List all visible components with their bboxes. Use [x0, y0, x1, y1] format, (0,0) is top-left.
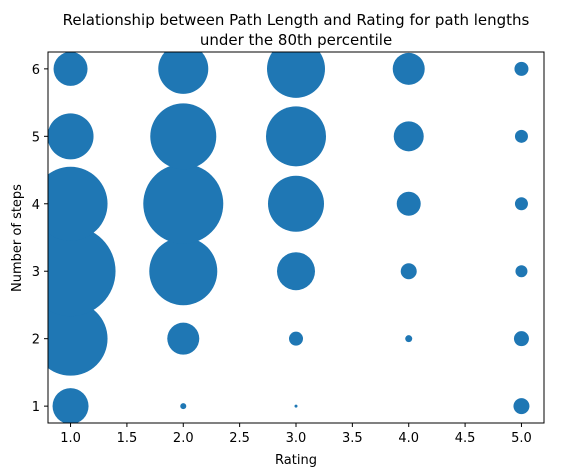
bubble-point	[149, 237, 218, 306]
bubble-point	[400, 263, 417, 280]
x-tick-label: 3.0	[286, 431, 307, 446]
bubble-point	[180, 403, 187, 410]
bubble-point	[513, 331, 529, 347]
bubble-point	[514, 61, 529, 76]
x-tick-label: 2.5	[229, 431, 250, 446]
bubble-point	[268, 175, 324, 232]
bubble-point	[513, 398, 530, 415]
plot-frame	[47, 51, 545, 424]
bubble-point	[515, 265, 528, 278]
y-tick-label: 4	[32, 198, 40, 213]
bubble-point	[514, 129, 528, 143]
x-tick-label: 3.5	[342, 431, 363, 446]
y-tick-label: 6	[32, 63, 40, 78]
bubble-point	[266, 106, 326, 167]
x-axis-label: Rating	[275, 453, 317, 468]
y-tick-label: 2	[32, 333, 40, 348]
chart-title-line-2: under the 80th percentile	[200, 31, 392, 49]
bubble-point	[143, 163, 224, 244]
bubble-point	[48, 226, 116, 317]
x-tick-label: 4.0	[398, 431, 419, 446]
bubble-point	[267, 52, 325, 98]
bubble-point	[396, 191, 421, 216]
bubble-point	[48, 113, 94, 160]
bubble-point	[277, 252, 315, 291]
y-tick-label: 3	[32, 265, 40, 280]
x-tick-label: 1.0	[60, 431, 81, 446]
bubble-point	[48, 301, 108, 376]
bubble-point	[167, 322, 200, 355]
y-axis-label: Number of steps	[10, 184, 25, 292]
x-tick-label: 1.5	[117, 431, 138, 446]
x-tick-label: 5.0	[511, 431, 532, 446]
bubble-point	[53, 52, 88, 86]
x-tick-label: 4.5	[455, 431, 476, 446]
bubble-marks	[48, 52, 530, 423]
y-tick-label: 5	[32, 130, 40, 145]
bubble-point	[48, 166, 108, 241]
x-tick-label: 2.0	[173, 431, 194, 446]
bubble-point	[392, 52, 425, 85]
y-axis-ticks: 1 2 3 4 5 6	[32, 63, 48, 415]
bubble-point	[405, 335, 413, 343]
bubble-point	[514, 197, 528, 211]
bubble-point	[52, 388, 89, 423]
chart-title-line-1: Relationship between Path Length and Rat…	[63, 11, 530, 29]
y-tick-label: 1	[32, 400, 40, 415]
bubble-point	[294, 404, 298, 408]
bubble-point	[393, 121, 424, 152]
bubble-point	[289, 331, 303, 346]
bubble-point	[158, 52, 209, 94]
x-axis-ticks: 1.0 1.5 2.0 2.5 3.0 3.5 4.0 4.5 5.0	[60, 423, 532, 446]
bubble-point	[150, 103, 217, 170]
